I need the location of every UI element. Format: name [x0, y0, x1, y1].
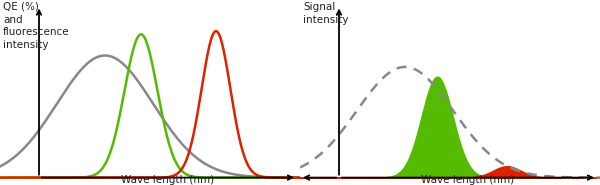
Text: QE (%)
and
fluorescence
intensity: QE (%) and fluorescence intensity — [3, 2, 70, 50]
Text: Signal
intensity: Signal intensity — [303, 2, 349, 25]
Text: Wave length (nm): Wave length (nm) — [421, 175, 515, 185]
Text: Wave length (nm): Wave length (nm) — [121, 175, 215, 185]
